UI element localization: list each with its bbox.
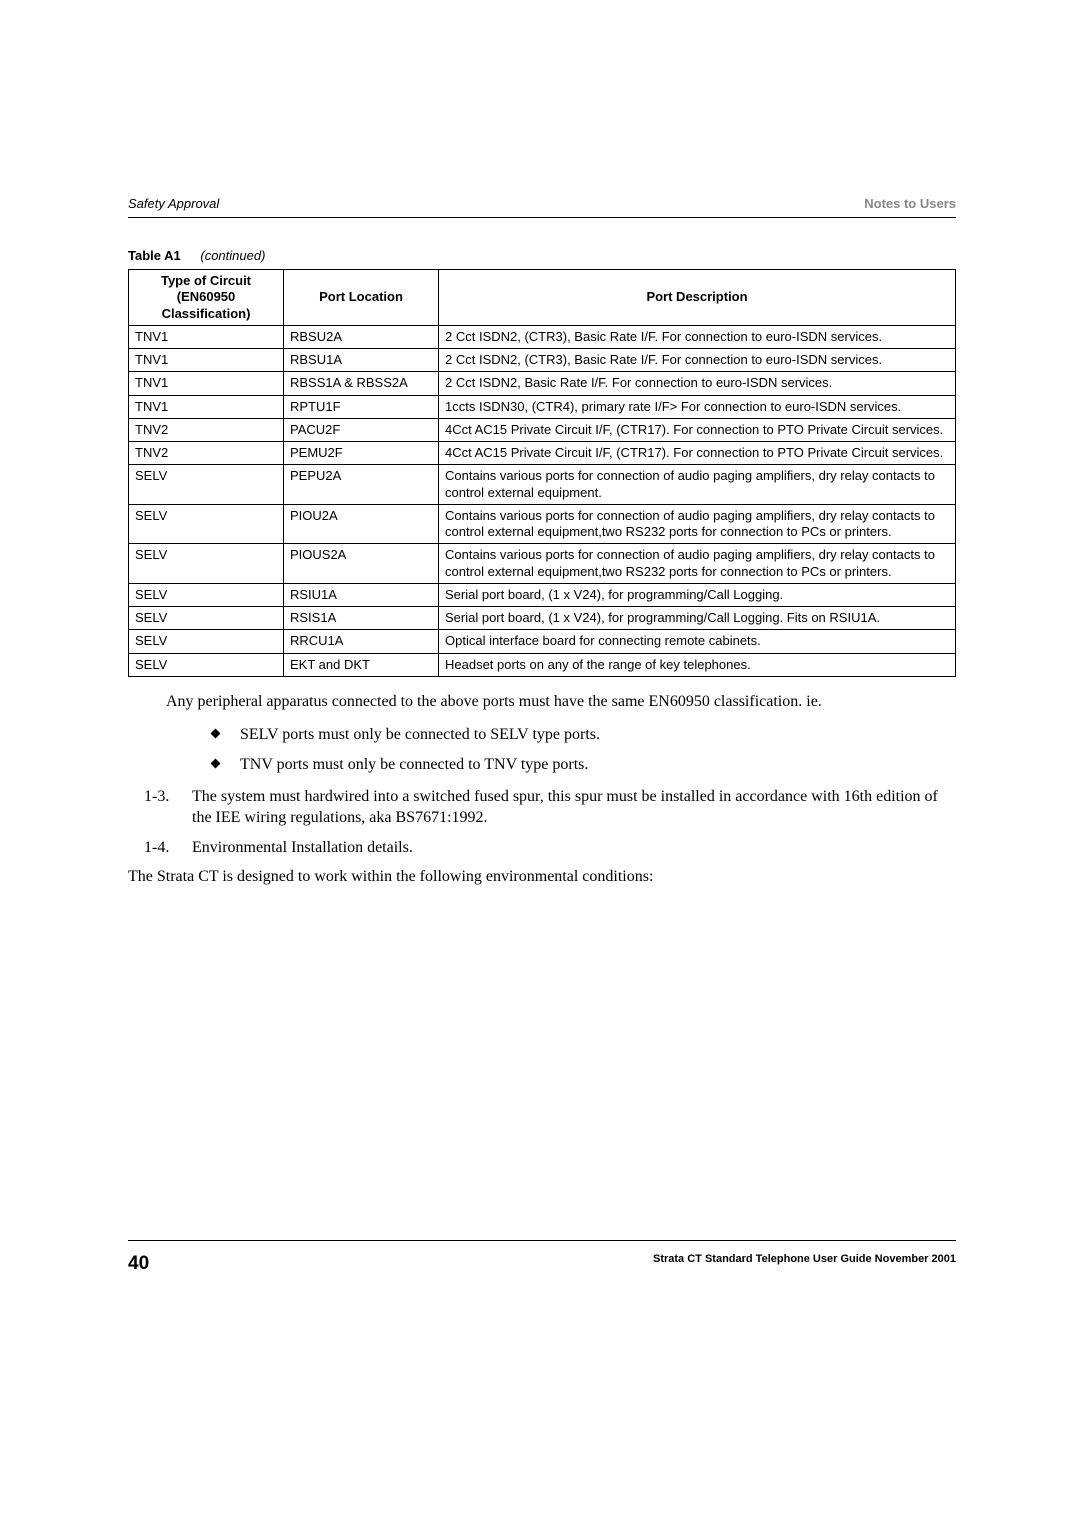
table-cell: TNV1: [129, 372, 284, 395]
list-item: TNV ports must only be connected to TNV …: [212, 754, 956, 776]
table-cell: RSIU1A: [284, 583, 439, 606]
footer-text: Strata CT Standard Telephone User Guide …: [653, 1253, 956, 1275]
header-right: Notes to Users: [864, 196, 956, 211]
numbered-text: Environmental Installation details.: [192, 839, 413, 856]
table-cell: Headset ports on any of the range of key…: [439, 653, 956, 676]
table-row: SELVPEPU2AContains various ports for con…: [129, 465, 956, 505]
list-item-text: SELV ports must only be connected to SEL…: [240, 726, 600, 743]
table-row: SELVRSIU1ASerial port board, (1 x V24), …: [129, 583, 956, 606]
table-cell: SELV: [129, 504, 284, 544]
table-cell: 4Cct AC15 Private Circuit I/F, (CTR17). …: [439, 442, 956, 465]
table-cell: RRCU1A: [284, 630, 439, 653]
table-cell: Serial port board, (1 x V24), for progra…: [439, 607, 956, 630]
table-cell: Serial port board, (1 x V24), for progra…: [439, 583, 956, 606]
table-row: SELVRSIS1ASerial port board, (1 x V24), …: [129, 607, 956, 630]
table-cell: PEMU2F: [284, 442, 439, 465]
table-cell: PIOU2A: [284, 504, 439, 544]
table-cell: TNV2: [129, 442, 284, 465]
table-cell: TNV2: [129, 418, 284, 441]
numbered-label: 1-4.: [144, 837, 184, 859]
table-cell: SELV: [129, 583, 284, 606]
table-cell: 2 Cct ISDN2, (CTR3), Basic Rate I/F. For…: [439, 349, 956, 372]
table-cell: SELV: [129, 465, 284, 505]
header-rule: [128, 217, 956, 218]
bullet-icon: [211, 758, 221, 768]
table-cell: PIOUS2A: [284, 544, 439, 584]
table-cell: TNV1: [129, 395, 284, 418]
numbered-item: 1-3. The system must hardwired into a swi…: [128, 786, 956, 829]
page-footer: 40 Strata CT Standard Telephone User Gui…: [128, 1240, 956, 1275]
table-cell: PACU2F: [284, 418, 439, 441]
table-continued: (continued): [200, 248, 265, 263]
page-number: 40: [128, 1253, 149, 1275]
table-row: TNV1RBSU2A2 Cct ISDN2, (CTR3), Basic Rat…: [129, 325, 956, 348]
table-row: TNV1RBSU1A2 Cct ISDN2, (CTR3), Basic Rat…: [129, 349, 956, 372]
table-cell: SELV: [129, 653, 284, 676]
table-cell: Optical interface board for connecting r…: [439, 630, 956, 653]
col-header-location: Port Location: [284, 270, 439, 326]
table-cell: EKT and DKT: [284, 653, 439, 676]
table-caption: Table A1 (continued): [128, 248, 956, 263]
table-cell: RBSU2A: [284, 325, 439, 348]
table-cell: RBSS1A & RBSS2A: [284, 372, 439, 395]
table-cell: Contains various ports for connection of…: [439, 504, 956, 544]
table-cell: 2 Cct ISDN2, Basic Rate I/F. For connect…: [439, 372, 956, 395]
table-row: TNV2PEMU2F4Cct AC15 Private Circuit I/F,…: [129, 442, 956, 465]
table-cell: RSIS1A: [284, 607, 439, 630]
list-item-text: TNV ports must only be connected to TNV …: [240, 756, 588, 773]
footer-rule: [128, 1240, 956, 1241]
table-cell: TNV1: [129, 325, 284, 348]
col-header-description: Port Description: [439, 270, 956, 326]
table-row: TNV1RBSS1A & RBSS2A2 Cct ISDN2, Basic Ra…: [129, 372, 956, 395]
table-row: TNV2PACU2F4Cct AC15 Private Circuit I/F,…: [129, 418, 956, 441]
numbered-text: The system must hardwired into a switche…: [192, 788, 938, 827]
table-cell: SELV: [129, 544, 284, 584]
table-cell: TNV1: [129, 349, 284, 372]
numbered-item: 1-4. Environmental Installation details.: [128, 837, 956, 859]
bullet-icon: [211, 729, 221, 739]
table-header-row: Type of Circuit (EN60950 Classification)…: [129, 270, 956, 326]
list-item: SELV ports must only be connected to SEL…: [212, 724, 956, 746]
table-cell: 2 Cct ISDN2, (CTR3), Basic Rate I/F. For…: [439, 325, 956, 348]
paragraph-intro: Any peripheral apparatus connected to th…: [128, 691, 956, 713]
table-row: SELVPIOU2AContains various ports for con…: [129, 504, 956, 544]
table-cell: PEPU2A: [284, 465, 439, 505]
table-cell: SELV: [129, 607, 284, 630]
numbered-label: 1-3.: [144, 786, 184, 808]
table-cell: SELV: [129, 630, 284, 653]
table-row: SELVEKT and DKTHeadset ports on any of t…: [129, 653, 956, 676]
table-label: Table A1: [128, 248, 181, 263]
table-cell: Contains various ports for connection of…: [439, 544, 956, 584]
table-cell: RPTU1F: [284, 395, 439, 418]
table-row: SELVRRCU1AOptical interface board for co…: [129, 630, 956, 653]
table-row: TNV1RPTU1F1ccts ISDN30, (CTR4), primary …: [129, 395, 956, 418]
header-left: Safety Approval: [128, 196, 219, 211]
bullet-list: SELV ports must only be connected to SEL…: [128, 724, 956, 775]
table-row: SELVPIOUS2AContains various ports for co…: [129, 544, 956, 584]
table-cell: RBSU1A: [284, 349, 439, 372]
table-cell: 1ccts ISDN30, (CTR4), primary rate I/F> …: [439, 395, 956, 418]
table-cell: 4Cct AC15 Private Circuit I/F, (CTR17). …: [439, 418, 956, 441]
table-cell: Contains various ports for connection of…: [439, 465, 956, 505]
port-table: Type of Circuit (EN60950 Classification)…: [128, 269, 956, 677]
paragraph-env: The Strata CT is designed to work within…: [128, 866, 956, 888]
col-header-type: Type of Circuit (EN60950 Classification): [129, 270, 284, 326]
